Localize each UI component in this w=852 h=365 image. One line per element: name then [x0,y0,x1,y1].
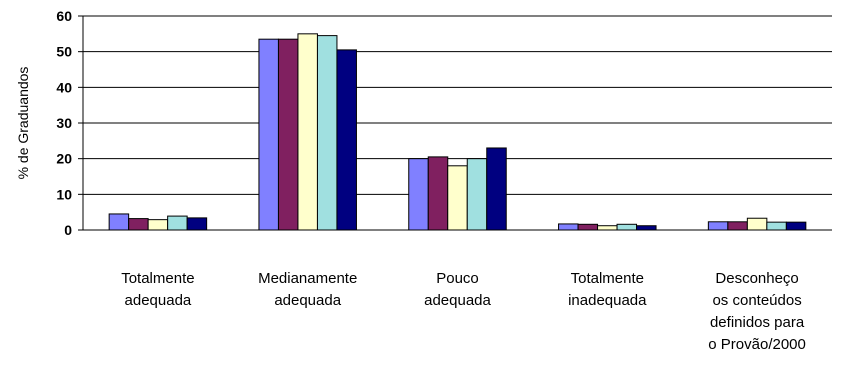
y-tick-label: 20 [56,151,72,167]
bar [297,33,318,231]
y-tick-label: 10 [56,186,72,202]
bar [336,49,357,231]
y-tick-label: 50 [56,44,72,60]
y-tick-labels: 0 10 20 30 40 50 60 [56,8,72,238]
y-tick-label: 0 [64,222,72,238]
bar [447,165,468,231]
bar [186,217,208,231]
category-label: Totalmente adequada [121,270,194,309]
category-label: Desconheço os conteúdos definidos para o Pr… [708,270,806,353]
bar [147,219,169,231]
bar [727,221,748,231]
bar [616,223,638,231]
category-labels: Totalmente adequada Medianamente adequada Po… [121,270,806,353]
bar [167,215,188,231]
bar [316,35,338,231]
category-label: Pouco adequada [424,270,491,309]
bar [746,217,768,231]
y-tick-label: 60 [56,8,72,24]
y-axis-label: % de Graduandos [15,67,31,180]
gridlines [83,15,832,195]
bar [636,225,657,231]
bar [766,221,787,231]
axes [78,15,832,231]
y-tick-label: 30 [56,115,72,131]
bar [707,221,729,231]
bar [108,213,130,231]
category-label: Medianamente adequada [258,270,357,309]
bar [408,158,429,231]
bar [277,38,299,231]
y-tick-label: 40 [56,79,72,95]
bar [486,147,507,231]
bar [128,218,149,231]
category-label: Totalmente inadequada [568,270,647,309]
bars [108,33,807,231]
bar [785,221,807,231]
bar [427,156,449,231]
bar [597,225,618,231]
bar [466,158,488,231]
bar [558,223,579,231]
bar [258,38,279,231]
bar [577,223,599,231]
